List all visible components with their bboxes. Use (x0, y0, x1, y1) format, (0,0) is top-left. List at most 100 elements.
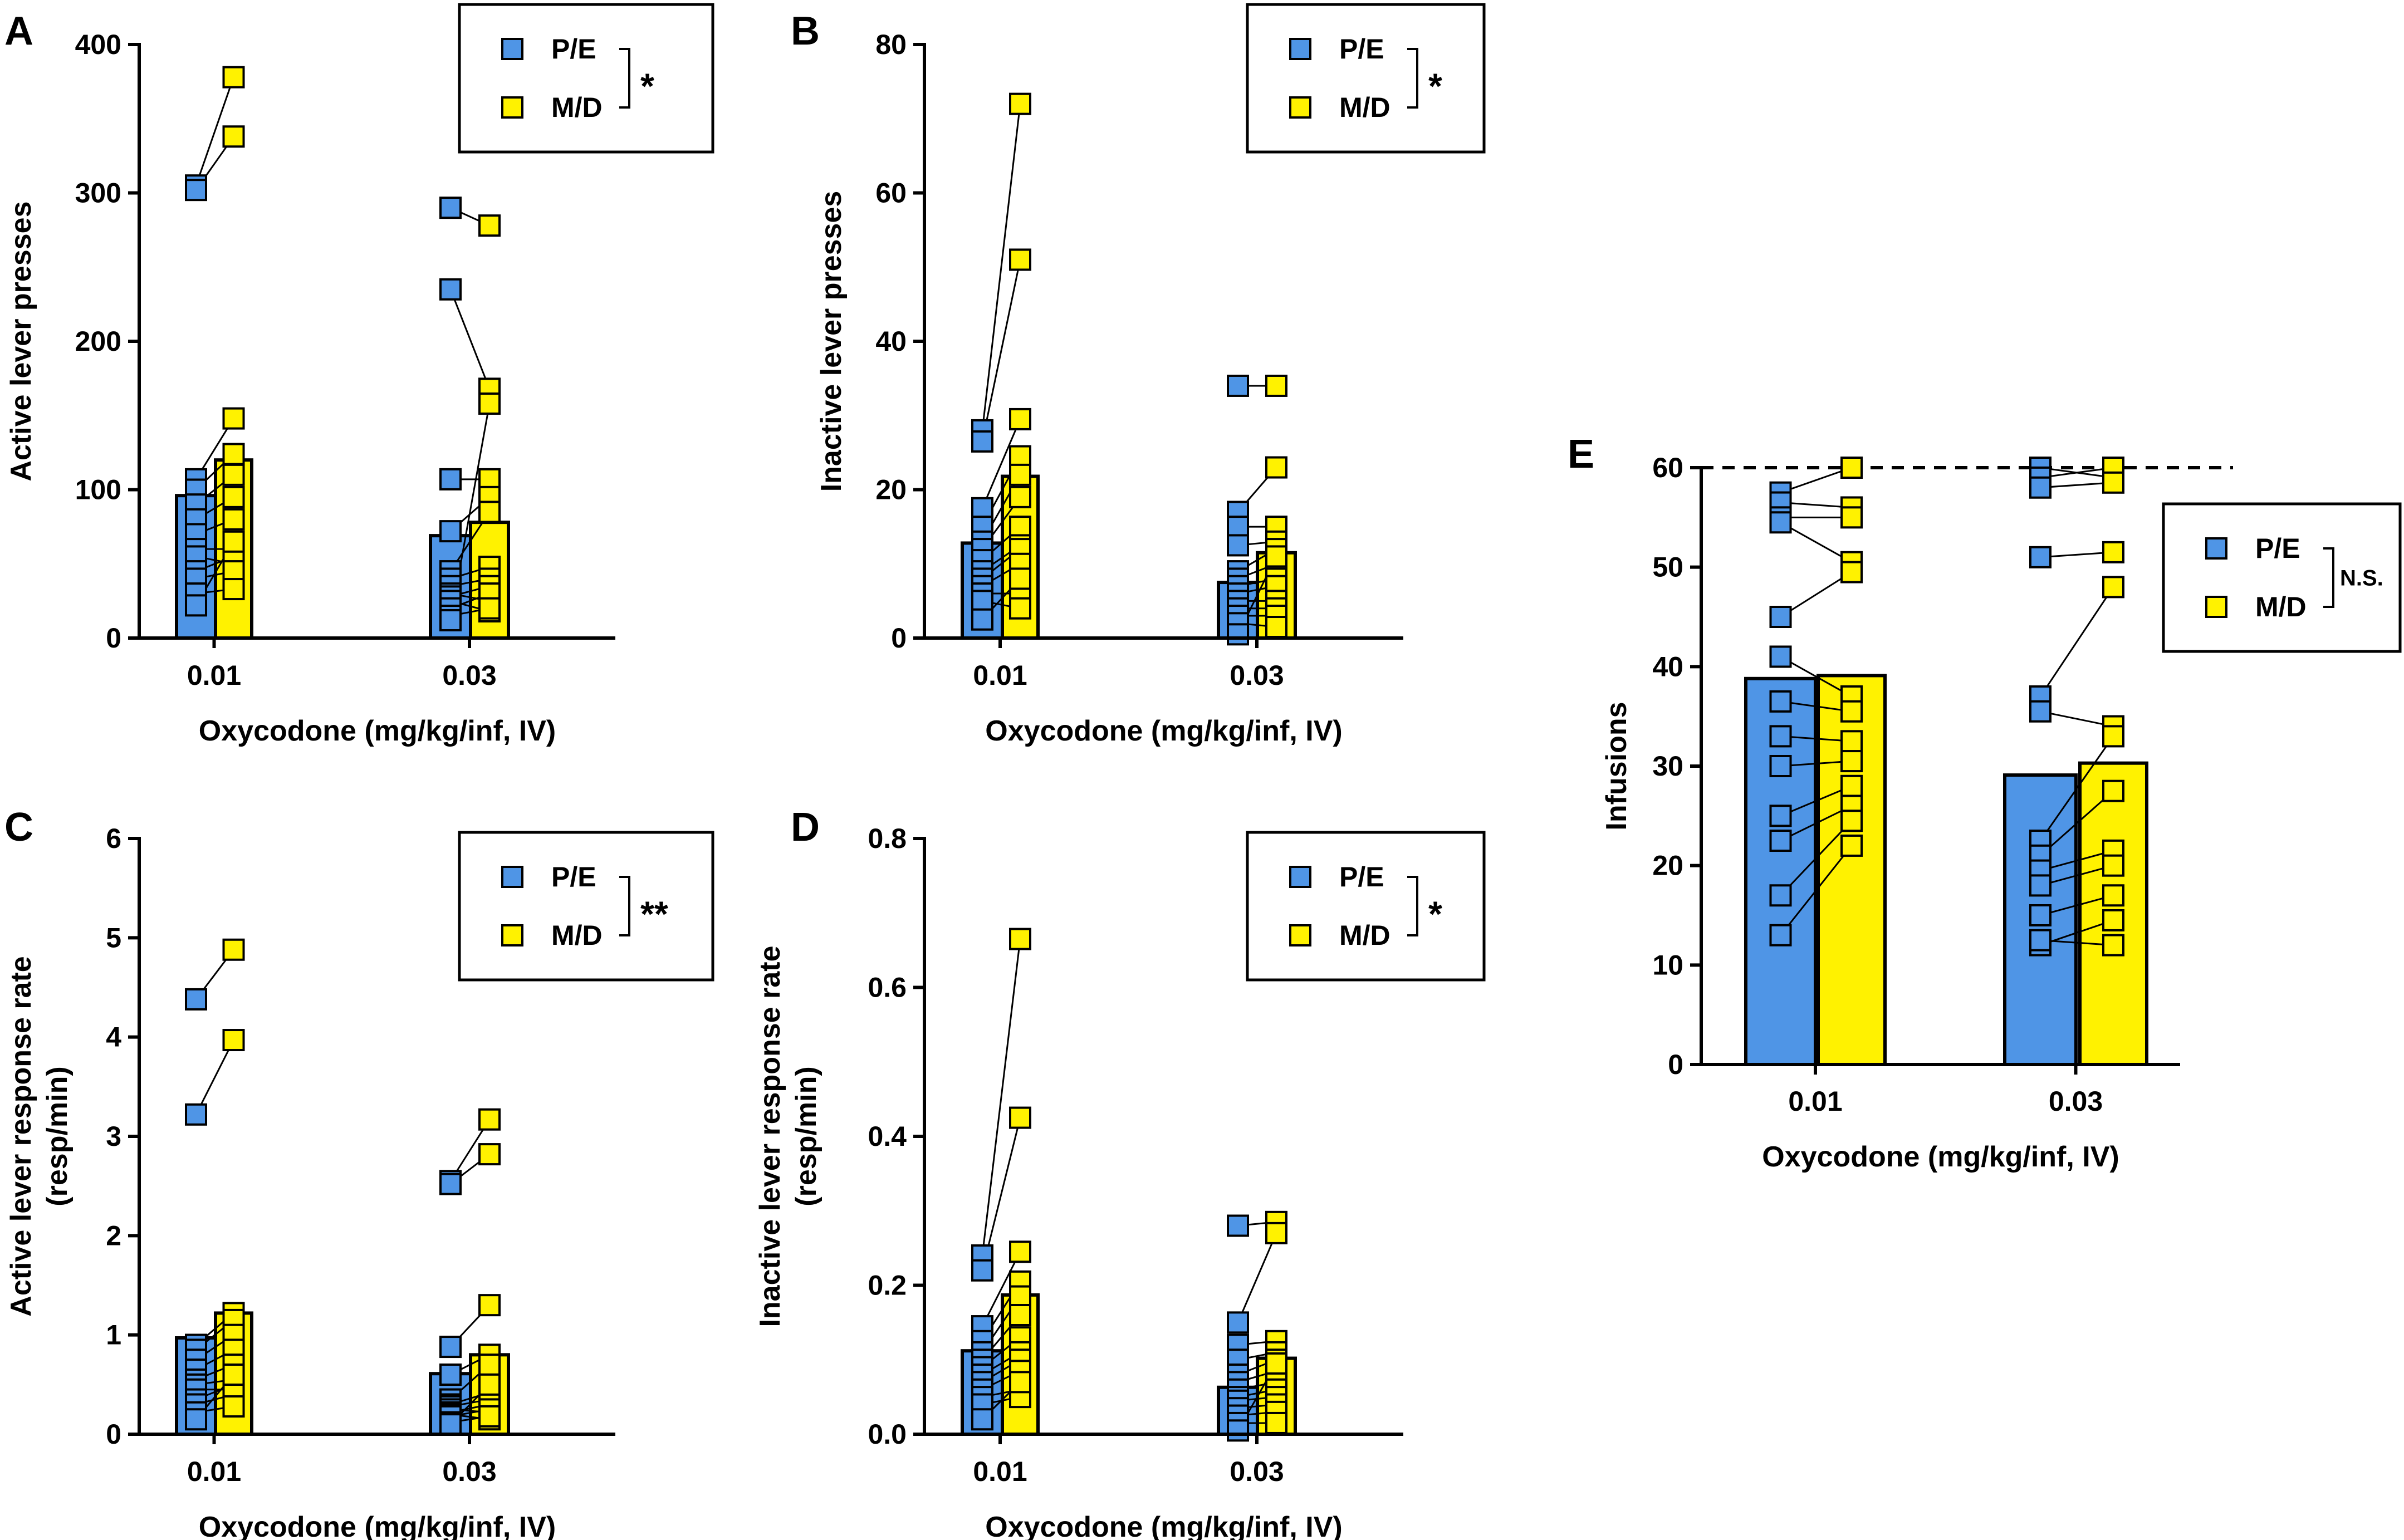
significance-label: N.S. (2340, 566, 2383, 591)
point-pe (439, 1364, 462, 1386)
y-tick-label: 50 (1652, 552, 1683, 583)
point-md (1009, 1285, 1031, 1308)
point-pe (971, 497, 993, 519)
y-tick-label: 5 (106, 922, 121, 953)
y-tick-label: 0.8 (868, 823, 907, 854)
point-pe (185, 1408, 207, 1431)
point-pe (185, 1103, 207, 1126)
point-pe (1227, 534, 1249, 557)
legend: P/E M/D * (1246, 831, 1486, 982)
point-pe (1227, 1419, 1249, 1442)
y-axis-title: (resp/min) (41, 1066, 74, 1206)
point-md (1009, 928, 1031, 950)
bar-pe-0.03 (2003, 773, 2078, 1066)
point-md (1840, 730, 1863, 753)
legend-box (2162, 502, 2402, 653)
y-tick-label: 1 (106, 1320, 121, 1351)
point-md (478, 214, 501, 237)
legend-bracket (619, 876, 630, 936)
legend-label-pe: P/E (1339, 861, 1384, 892)
point-md (222, 508, 245, 531)
subject-line (1780, 820, 1853, 896)
y-axis-title: (resp/min) (790, 1066, 822, 1206)
point-md (1009, 92, 1031, 115)
y-tick-label: 60 (875, 178, 907, 209)
point-pe (1769, 645, 1792, 668)
subject-line (981, 1251, 1021, 1327)
y-axis-title: Active lever presses (5, 201, 37, 481)
subject-line (2040, 894, 2114, 916)
subject-line (2040, 467, 2114, 479)
x-axis-title: Oxycodone (mg/kg/inf, IV) (985, 1511, 1342, 1540)
point-md (2102, 909, 2124, 931)
point-pe (1769, 924, 1792, 946)
legend-marker-md (1289, 96, 1311, 119)
y-tick-label: 0.6 (868, 972, 907, 1003)
y-tick-label: 60 (1652, 452, 1683, 483)
point-md (222, 485, 245, 508)
legend-box (1246, 831, 1486, 982)
point-md (1840, 810, 1863, 832)
point-md (1009, 485, 1031, 508)
y-tick-label: 0.4 (868, 1121, 907, 1152)
point-pe (1769, 830, 1792, 852)
subject-line (195, 77, 234, 186)
legend-bracket (619, 48, 630, 109)
y-tick-label: 0 (1668, 1049, 1683, 1080)
legend: P/E M/D * (1246, 3, 1486, 154)
x-axis-title: Oxycodone (mg/kg/inf, IV) (199, 715, 556, 747)
legend-label-md: M/D (1339, 92, 1390, 123)
point-pe (185, 179, 207, 202)
y-tick-label: 80 (875, 29, 907, 60)
significance-label: * (640, 66, 654, 106)
point-pe (439, 609, 462, 632)
point-md (478, 501, 501, 523)
subject-line (2039, 735, 2114, 841)
point-md (222, 1395, 245, 1418)
y-tick-label: 0 (106, 622, 121, 654)
point-md (1265, 1411, 1287, 1434)
subject-line (2040, 865, 2114, 886)
point-md (478, 1294, 501, 1317)
subject-line (2040, 790, 2114, 856)
panel-letter: A (4, 9, 33, 53)
legend-box (458, 3, 714, 154)
subject-line (1780, 760, 1852, 767)
y-tick-label: 200 (75, 326, 121, 357)
point-pe (1227, 1311, 1249, 1334)
point-md (2102, 725, 2124, 748)
point-pe (1227, 1214, 1249, 1237)
point-md (478, 1108, 501, 1131)
legend-marker-pe (2205, 537, 2227, 560)
x-tick-label: 0.01 (187, 660, 241, 691)
subject-line (2040, 939, 2114, 946)
point-pe (971, 608, 993, 631)
point-md (2102, 779, 2124, 802)
point-pe (185, 594, 207, 617)
point-pe (971, 1408, 993, 1431)
subject-line (449, 289, 491, 389)
legend-label-pe: P/E (551, 861, 596, 892)
point-md (222, 1029, 245, 1052)
legend-box (458, 831, 714, 982)
point-md (478, 1405, 501, 1428)
subject-line (981, 259, 1021, 442)
legend: P/E M/D N.S. (2162, 502, 2402, 653)
point-pe (1769, 690, 1792, 713)
legend-marker-pe (501, 866, 523, 888)
x-axis-title: Oxycodone (mg/kg/inf, IV) (1762, 1141, 2119, 1173)
panel-a: A 0.01 0.03 0 100 200 300 400 Oxycodone (mg/kg/i… (4, 3, 714, 747)
legend-box (1246, 3, 1486, 154)
point-md (478, 392, 501, 415)
panel-c: C 0.01 0.03 0 1 2 3 4 5 6 Oxycodone (mg/kg/inf, IV… (4, 805, 714, 1540)
y-axis-title: Infusions (1600, 702, 1633, 830)
x-tick-label: 0.01 (973, 660, 1027, 691)
point-md (222, 1364, 245, 1386)
subject-line (1780, 521, 1852, 563)
subject-line (2040, 850, 2114, 872)
point-pe (1227, 374, 1249, 397)
point-md (1840, 774, 1863, 797)
point-md (222, 66, 245, 89)
subject-line (1780, 656, 1852, 698)
significance-label: * (1428, 66, 1442, 106)
